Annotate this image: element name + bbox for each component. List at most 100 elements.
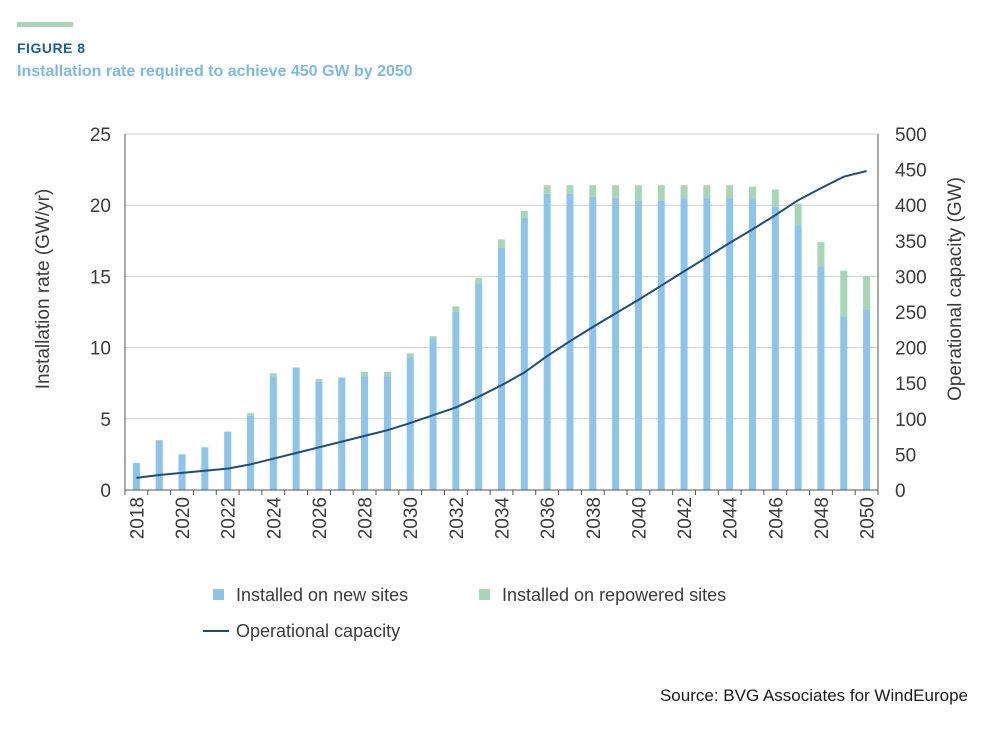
bar-new-sites — [840, 316, 848, 490]
bar-new-sites — [269, 376, 277, 490]
bar-repowered-sites — [817, 242, 825, 267]
bar-new-sites — [338, 377, 346, 490]
y2-tick-label: 0 — [895, 481, 906, 502]
y2-tick-label: 250 — [895, 303, 927, 324]
y-tick-label: 15 — [90, 267, 111, 288]
x-tick-label: 2044 — [721, 497, 742, 540]
bar-repowered-sites — [383, 371, 391, 377]
bar-repowered-sites — [452, 306, 460, 312]
legend-label-new-sites: Installed on new sites — [236, 585, 408, 605]
bar-new-sites — [657, 200, 665, 491]
bar-repowered-sites — [361, 371, 369, 377]
x-tick-label: 2032 — [447, 497, 468, 539]
bar-new-sites — [224, 431, 232, 490]
bar-repowered-sites — [429, 336, 437, 340]
x-tick-label: 2038 — [584, 497, 605, 539]
legend-swatch-new-sites — [213, 589, 224, 600]
bar-new-sites — [132, 462, 140, 490]
x-tick-label: 2026 — [310, 497, 331, 539]
bar-new-sites — [383, 376, 391, 490]
y2-tick-label: 350 — [895, 232, 927, 253]
operational-capacity-line — [136, 170, 867, 479]
bar-repowered-sites — [269, 373, 277, 377]
y2-axis-label: Operational capacity (GW) — [945, 177, 966, 401]
x-tick-label: 2046 — [766, 497, 787, 539]
bar-new-sites — [543, 193, 551, 491]
bar-new-sites — [612, 198, 620, 490]
bar-new-sites — [498, 247, 505, 490]
bar-new-sites — [589, 196, 597, 490]
bar-repowered-sites — [520, 210, 528, 219]
bar-new-sites — [634, 200, 642, 491]
bar-new-sites — [155, 440, 163, 490]
bar-repowered-sites — [680, 185, 688, 199]
bar-repowered-sites — [657, 185, 665, 201]
tick-labels: 0510152025050100150200250300350400450500… — [90, 125, 927, 539]
figure-label: FIGURE 8 — [17, 40, 86, 56]
x-tick-label: 2020 — [173, 497, 194, 539]
y2-tick-label: 200 — [895, 339, 927, 360]
bar-repowered-sites — [589, 185, 597, 197]
x-tick-label: 2050 — [858, 497, 879, 539]
x-tick-label: 2034 — [493, 497, 514, 540]
x-tick-label: 2018 — [127, 497, 148, 539]
y2-tick-label: 100 — [895, 410, 927, 431]
bar-new-sites — [771, 206, 779, 490]
y2-tick-label: 400 — [895, 196, 927, 217]
y2-tick-label: 450 — [895, 161, 927, 182]
bar-repowered-sites — [498, 239, 505, 248]
y-tick-label: 10 — [90, 339, 111, 360]
y2-tick-label: 500 — [895, 125, 927, 146]
bar-new-sites — [247, 415, 254, 490]
bar-new-sites — [680, 198, 688, 490]
bar-repowered-sites — [726, 185, 734, 199]
bar-repowered-sites — [566, 185, 574, 194]
bar-repowered-sites — [406, 353, 414, 358]
bar-new-sites — [863, 309, 871, 490]
legend-label-operational: Operational capacity — [236, 621, 400, 641]
bar-repowered-sites — [840, 270, 848, 317]
bar-new-sites — [292, 367, 300, 490]
y-tick-label: 0 — [100, 481, 111, 502]
accent-bar — [17, 22, 73, 27]
legend-label-repowered-sites: Installed on repowered sites — [502, 585, 726, 605]
bar-repowered-sites — [315, 378, 323, 382]
x-tick-label: 2028 — [356, 497, 377, 539]
x-tick-label: 2048 — [812, 497, 833, 539]
operational-line-group — [136, 170, 867, 479]
bar-new-sites — [520, 218, 528, 491]
legend: Installed on new sites Installed on repo… — [203, 585, 726, 641]
figure-title: Installation rate required to achieve 45… — [17, 63, 413, 80]
bar-repowered-sites — [794, 203, 802, 226]
bar-new-sites — [749, 199, 756, 490]
bar-new-sites — [794, 225, 802, 491]
axes — [124, 134, 879, 495]
x-tick-label: 2040 — [629, 497, 650, 539]
bar-repowered-sites — [247, 413, 254, 416]
bar-new-sites — [726, 198, 734, 490]
bar-new-sites — [452, 312, 460, 490]
legend-swatch-repowered-sites — [479, 589, 490, 600]
bar-new-sites — [703, 198, 711, 490]
x-tick-label: 2042 — [675, 497, 696, 539]
bar-repowered-sites — [703, 185, 711, 199]
bar-new-sites — [315, 381, 323, 490]
bar-new-sites — [475, 283, 483, 490]
bar-new-sites — [201, 447, 209, 490]
bar-repowered-sites — [543, 185, 551, 194]
y2-tick-label: 50 — [895, 445, 916, 466]
x-tick-label: 2022 — [219, 497, 240, 539]
y2-tick-label: 300 — [895, 267, 927, 288]
bar-new-sites — [361, 376, 369, 490]
y-tick-label: 20 — [90, 196, 111, 217]
x-tick-label: 2036 — [538, 497, 559, 539]
y-axis-label: Installation rate (GW/yr) — [33, 189, 54, 390]
x-tick-label: 2030 — [401, 497, 422, 539]
bar-repowered-sites — [475, 277, 483, 284]
y-tick-label: 5 — [100, 410, 111, 431]
bar-repowered-sites — [771, 189, 779, 207]
y2-tick-label: 150 — [895, 374, 927, 395]
source-note: Source: BVG Associates for WindEurope — [659, 686, 968, 705]
bar-new-sites — [817, 266, 825, 490]
